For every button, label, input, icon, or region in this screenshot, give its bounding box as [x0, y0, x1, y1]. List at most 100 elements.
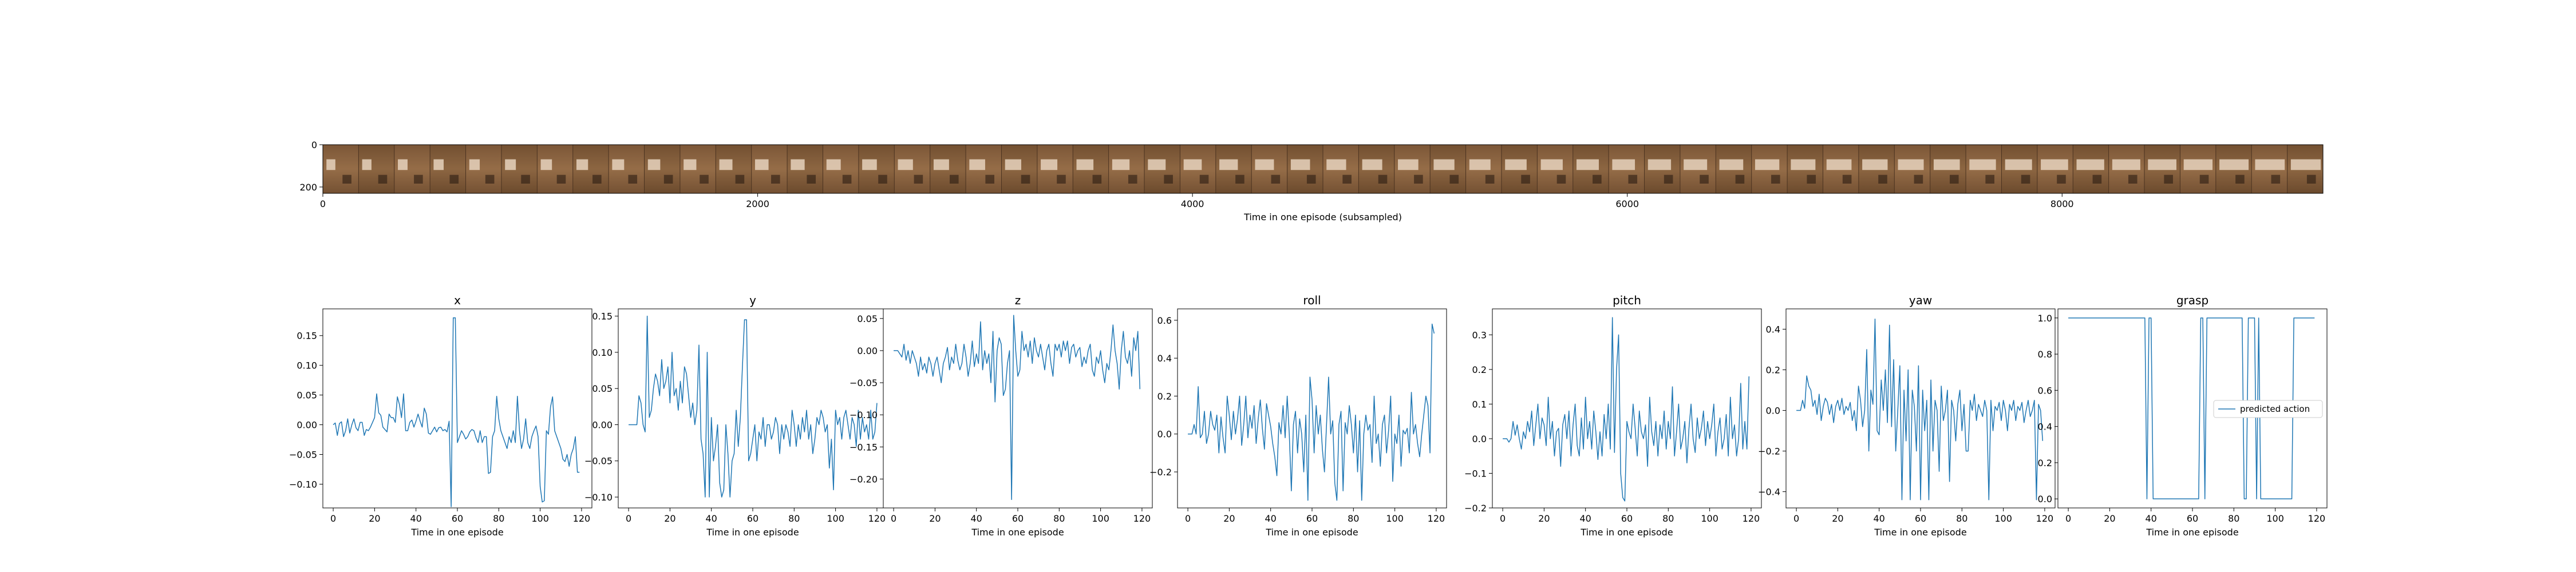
- series-line-y: [629, 315, 878, 498]
- y-tick-label: 0.8: [2038, 349, 2052, 360]
- x-axis-label: Time in one episode: [410, 527, 503, 538]
- table-object-shape: [1485, 174, 1495, 184]
- x-tick-label: 0: [626, 513, 631, 524]
- x-tick-label: 60: [1621, 513, 1633, 524]
- robot-arm-shape: [1076, 159, 1094, 170]
- table-object-shape: [378, 174, 388, 184]
- y-tick-label: −0.2: [1758, 446, 1780, 457]
- x-tick-label: 120: [2308, 513, 2326, 524]
- chart-panel-pitch: 0 20 40 60 80 100 120 −0.2 −0.1 0.0 0.1 0.2 0.3 pitch…: [1464, 293, 1762, 538]
- x-tick-label: 60: [452, 513, 463, 524]
- robot-arm-shape: [398, 159, 408, 170]
- table-object-shape: [1914, 174, 1923, 184]
- table-object-shape: [2306, 174, 2316, 184]
- filmstrip-xtick-label: 2000: [746, 198, 769, 209]
- chart-title-roll: roll: [1303, 293, 1321, 307]
- filmstrip-frame: [1215, 145, 1252, 193]
- table-object-shape: [1092, 174, 1102, 184]
- robot-arm-shape: [1612, 159, 1635, 170]
- filmstrip-frame: [429, 145, 466, 193]
- table-object-shape: [2021, 174, 2030, 184]
- robot-arm-shape: [1576, 159, 1599, 170]
- filmstrip-frame: [679, 145, 716, 193]
- filmstrip-frame: [1037, 145, 1073, 193]
- filmstrip-frame: [1429, 145, 1466, 193]
- y-tick-label: −0.05: [584, 456, 613, 467]
- chart-title-grasp: grasp: [2176, 293, 2208, 307]
- filmstrip-frame: [1001, 145, 1037, 193]
- x-tick-label: 100: [1994, 513, 2012, 524]
- y-tick-label: 0.1: [1472, 399, 1487, 410]
- table-object-shape: [342, 174, 351, 184]
- table-object-shape: [2092, 174, 2102, 184]
- table-object-shape: [1878, 174, 1887, 184]
- x-tick-label: 100: [1386, 513, 1404, 524]
- table-object-shape: [914, 174, 923, 184]
- filmstrip-frame: [1179, 145, 1216, 193]
- robot-arm-shape: [433, 159, 444, 170]
- filmstrip-frame: [394, 145, 430, 193]
- y-tick-label: 0.6: [2038, 385, 2052, 396]
- y-tick-label: 0.2: [1766, 365, 1780, 376]
- robot-arm-shape: [1719, 159, 1744, 170]
- x-tick-label: 100: [1701, 513, 1718, 524]
- x-tick-label: 0: [2065, 513, 2071, 524]
- robot-arm-shape: [969, 159, 985, 170]
- robot-arm-shape: [1826, 159, 1852, 170]
- table-object-shape: [807, 174, 816, 184]
- x-tick-label: 120: [868, 513, 886, 524]
- table-object-shape: [1414, 174, 1423, 184]
- table-object-shape: [2057, 174, 2066, 184]
- robot-arm-shape: [1326, 159, 1346, 170]
- table-object-shape: [2271, 174, 2281, 184]
- y-tick-label: 0.00: [297, 420, 317, 431]
- filmstrip-frame: [1536, 145, 1573, 193]
- x-tick-label: 60: [1306, 513, 1318, 524]
- filmstrip-xtick-label: 4000: [1181, 198, 1204, 209]
- y-tick-label: 0.15: [592, 311, 613, 322]
- y-tick-label: 0.15: [297, 331, 317, 341]
- table-object-shape: [414, 174, 423, 184]
- filmstrip-frame: [715, 145, 752, 193]
- table-object-shape: [1057, 174, 1066, 184]
- robot-arm-shape: [2183, 159, 2213, 170]
- x-tick-label: 60: [2187, 513, 2198, 524]
- y-tick-label: 0.4: [1766, 324, 1780, 335]
- filmstrip-frame: [1573, 145, 1609, 193]
- y-tick-label: 0.0: [1766, 406, 1780, 416]
- filmstrip-frame: [2072, 145, 2109, 193]
- filmstrip-frame: [608, 145, 645, 193]
- table-object-shape: [700, 174, 709, 184]
- robot-arm-shape: [2076, 159, 2104, 170]
- y-tick-label: 0.6: [1157, 315, 1172, 326]
- table-object-shape: [1807, 174, 1816, 184]
- filmstrip-frame: [2287, 145, 2323, 193]
- y-tick-label: 1.0: [2038, 313, 2052, 324]
- x-tick-label: 40: [1580, 513, 1591, 524]
- y-tick-label: −0.10: [289, 479, 317, 490]
- y-tick-label: −0.05: [289, 450, 317, 460]
- filmstrip-frame: [858, 145, 895, 193]
- x-tick-label: 120: [573, 513, 591, 524]
- legend-label: predicted action: [2240, 404, 2310, 414]
- action-plots: 0 20 40 60 80 100 120−0.10−0.050.000.050.100.1…: [289, 293, 2328, 538]
- table-object-shape: [1449, 174, 1459, 184]
- robot-arm-shape: [2005, 159, 2032, 170]
- y-tick-label: −0.10: [850, 410, 878, 420]
- x-axis-label: Time in one episode: [971, 527, 1064, 538]
- x-tick-label: 40: [2146, 513, 2157, 524]
- y-tick-label: 0.05: [592, 383, 613, 394]
- table-object-shape: [1164, 174, 1173, 184]
- filmstrip-frame: [1858, 145, 1895, 193]
- robot-arm-shape: [1398, 159, 1419, 170]
- filmstrip-ytick-label: 0: [311, 140, 317, 150]
- filmstrip-frame: [1715, 145, 1752, 193]
- y-tick-label: 0.10: [297, 360, 317, 371]
- x-tick-label: 80: [2228, 513, 2239, 524]
- filmstrip-x-axis-label: Time in one episode (subsampled): [1243, 212, 1402, 223]
- table-object-shape: [449, 174, 459, 184]
- x-tick-label: 100: [1092, 513, 1109, 524]
- y-tick-label: 0.3: [1472, 329, 1487, 340]
- table-object-shape: [1556, 174, 1566, 184]
- x-tick-label: 120: [1428, 513, 1445, 524]
